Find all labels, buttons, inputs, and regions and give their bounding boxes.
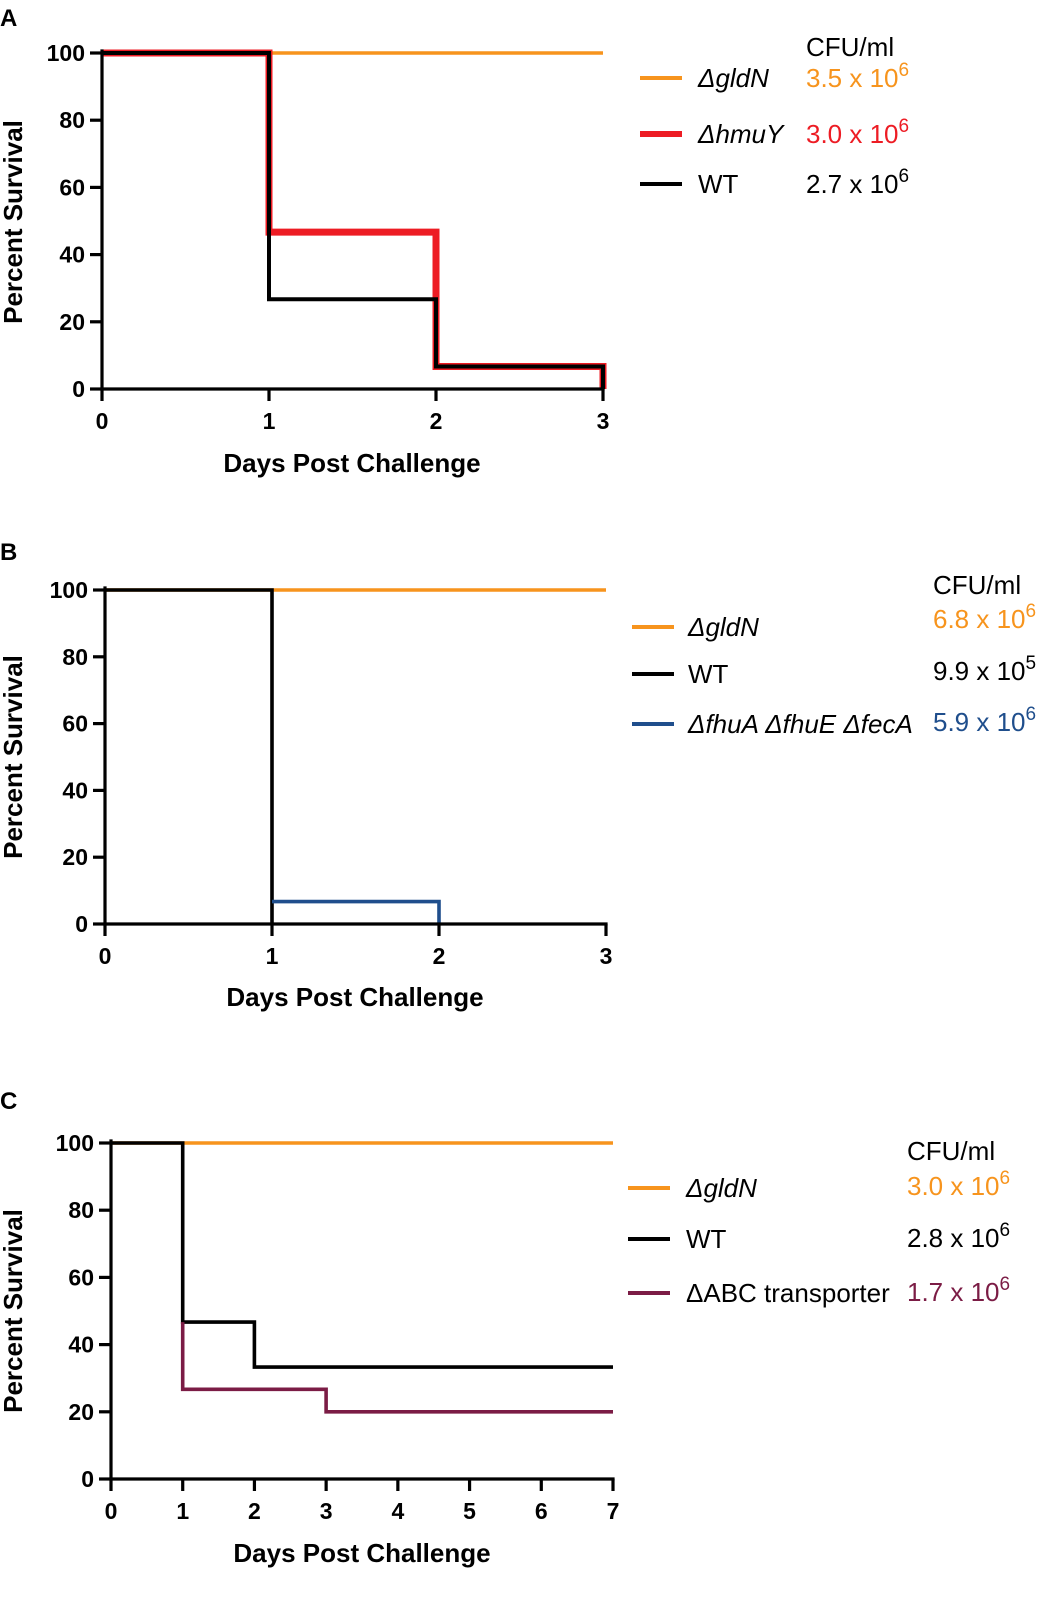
legend-cfu-2: 5.9 x 106 (933, 704, 1036, 737)
x-tick-label: 2 (430, 408, 443, 434)
y-tick-label: 60 (62, 711, 88, 737)
legend-cfu-0: 3.5 x 106 (806, 60, 909, 93)
legend-label-1: ΔhmuY (697, 119, 785, 149)
cfu-exponent: 6 (1026, 601, 1037, 622)
cfu-exponent: 6 (1000, 1274, 1011, 1295)
y-axis-label: Percent Survival (0, 655, 28, 859)
x-tick-label: 2 (433, 943, 446, 969)
y-tick-label: 20 (68, 1399, 94, 1425)
y-axis-label: Percent Survival (0, 120, 28, 324)
x-tick-label: 1 (176, 1498, 189, 1524)
series-line-2 (180, 1322, 613, 1414)
x-tick-label: 7 (607, 1498, 620, 1524)
y-axis-label: Percent Survival (0, 1209, 28, 1413)
x-tick-label: 2 (248, 1498, 261, 1524)
cfu-exponent: 6 (899, 166, 910, 187)
x-tick-label: 4 (391, 1498, 404, 1524)
x-tick-label: 6 (535, 1498, 548, 1524)
legend-label-2: ΔfhuA ΔfhuE ΔfecA (687, 709, 913, 739)
legend-label-2: ΔABC transporter (686, 1278, 890, 1308)
cfu-value: 1.7 x 10 (907, 1277, 1000, 1307)
y-tick-label: 60 (59, 174, 85, 200)
panel-b: B 0 20 40 60 80 100 0 1 2 3 Days Post Challenge Perc… (0, 539, 1036, 1012)
y-tick-label: 100 (56, 1130, 94, 1156)
x-tick-label: 5 (463, 1498, 476, 1524)
y-tick-label: 100 (47, 40, 85, 66)
cfu-exponent: 6 (899, 60, 910, 81)
panel-letter: B (0, 539, 17, 566)
legend-label-2: WT (698, 169, 739, 199)
y-tick-label: 0 (72, 376, 85, 402)
series-line-1 (105, 588, 274, 924)
series-line-2 (272, 899, 441, 924)
y-tick-label: 100 (50, 577, 88, 603)
legend-cfu-1: 9.9 x 105 (933, 653, 1036, 686)
cfu-value: 2.7 x 10 (806, 169, 899, 199)
x-axis-label: Days Post Challenge (223, 448, 480, 478)
x-tick-label: 3 (600, 943, 613, 969)
legend-header: CFU/ml (907, 1136, 995, 1166)
cfu-value: 3.5 x 10 (806, 63, 899, 93)
cfu-value: 9.9 x 10 (933, 656, 1026, 686)
x-axis-label: Days Post Challenge (226, 982, 483, 1012)
y-tick-label: 0 (81, 1466, 94, 1492)
y-tick-label: 20 (59, 309, 85, 335)
legend-cfu-0: 3.0 x 106 (907, 1168, 1010, 1201)
x-tick-label: 3 (597, 408, 610, 434)
cfu-value: 3.0 x 10 (806, 119, 899, 149)
series-line-1 (111, 1141, 613, 1369)
cfu-exponent: 6 (1000, 1168, 1011, 1189)
cfu-exponent: 6 (899, 116, 910, 137)
legend-label-1: WT (686, 1224, 727, 1254)
series-line-1 (102, 49, 607, 389)
legend-label-1: WT (688, 659, 729, 689)
cfu-exponent: 5 (1026, 653, 1037, 674)
y-tick-label: 40 (59, 242, 85, 268)
legend-label-0: ΔgldN (685, 1173, 757, 1203)
y-tick-label: 0 (75, 911, 88, 937)
cfu-value: 6.8 x 10 (933, 604, 1026, 634)
x-tick-label: 0 (96, 408, 109, 434)
legend-cfu-1: 3.0 x 106 (806, 116, 909, 149)
y-tick-label: 80 (62, 644, 88, 670)
x-tick-label: 1 (266, 943, 279, 969)
y-tick-label: 40 (62, 777, 88, 803)
legend-header: CFU/ml (933, 570, 1021, 600)
legend-label-0: ΔgldN (697, 63, 769, 93)
panel-letter: C (0, 1088, 17, 1115)
panel-a: A 0 20 40 60 80 100 0 1 2 3 Days Post Challenge Perc… (0, 5, 909, 478)
x-tick-label: 3 (320, 1498, 333, 1524)
cfu-exponent: 6 (1000, 1220, 1011, 1241)
x-axis-label: Days Post Challenge (233, 1538, 490, 1568)
cfu-exponent: 6 (1026, 704, 1037, 725)
y-tick-label: 20 (62, 844, 88, 870)
cfu-value: 3.0 x 10 (907, 1171, 1000, 1201)
legend-cfu-2: 2.7 x 106 (806, 166, 909, 199)
cfu-value: 2.8 x 10 (907, 1223, 1000, 1253)
x-tick-label: 1 (263, 408, 276, 434)
y-tick-label: 60 (68, 1264, 94, 1290)
legend-cfu-1: 2.8 x 106 (907, 1220, 1010, 1253)
legend-label-0: ΔgldN (687, 612, 759, 642)
y-tick-label: 80 (68, 1197, 94, 1223)
panel-c: C 0 20 40 60 80 100 0 1 2 3 4 5 6 7 Days Post Challenge… (0, 1088, 1010, 1568)
panel-letter: A (0, 5, 17, 32)
x-tick-label: 0 (105, 1498, 118, 1524)
legend-cfu-2: 1.7 x 106 (907, 1274, 1010, 1307)
x-tick-label: 0 (99, 943, 112, 969)
legend-header: CFU/ml (806, 32, 894, 62)
cfu-value: 5.9 x 10 (933, 707, 1026, 737)
y-tick-label: 40 (68, 1332, 94, 1358)
series-line-2 (102, 51, 605, 389)
y-tick-label: 80 (59, 107, 85, 133)
legend-cfu-0: 6.8 x 106 (933, 601, 1036, 634)
